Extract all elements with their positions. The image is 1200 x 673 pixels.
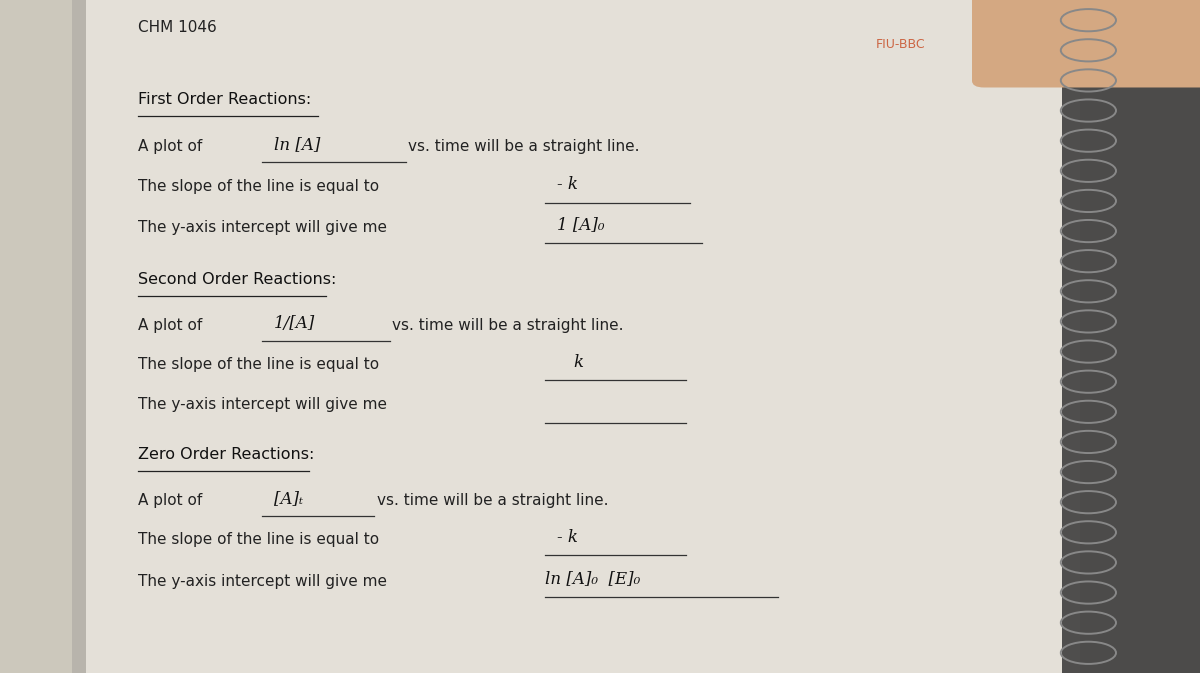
Text: - k: - k (557, 529, 578, 546)
Text: A plot of: A plot of (138, 493, 203, 507)
Text: [A]ₜ: [A]ₜ (274, 490, 302, 507)
Text: ln [A]₀  [E]₀: ln [A]₀ [E]₀ (545, 571, 640, 588)
Text: First Order Reactions:: First Order Reactions: (138, 92, 311, 107)
Text: The y-axis intercept will give me: The y-axis intercept will give me (138, 573, 386, 588)
Text: The slope of the line is equal to: The slope of the line is equal to (138, 532, 379, 546)
Text: - k: - k (557, 176, 578, 193)
Text: CHM 1046: CHM 1046 (138, 20, 217, 35)
Text: ln [A]: ln [A] (274, 136, 320, 153)
Text: vs. time will be a straight line.: vs. time will be a straight line. (392, 318, 624, 332)
Text: 1/[A]: 1/[A] (274, 315, 314, 332)
Bar (72, 0, 86, 673)
Text: vs. time will be a straight line.: vs. time will be a straight line. (377, 493, 608, 507)
Text: 1 [A]₀: 1 [A]₀ (557, 217, 605, 234)
Text: The slope of the line is equal to: The slope of the line is equal to (138, 179, 379, 194)
Bar (1062, 0, 1200, 673)
Text: vs. time will be a straight line.: vs. time will be a straight line. (408, 139, 640, 153)
Bar (72, 0, 1080, 673)
FancyBboxPatch shape (972, 0, 1200, 87)
Text: The y-axis intercept will give me: The y-axis intercept will give me (138, 397, 386, 412)
Text: k: k (574, 354, 583, 371)
Text: FIU-BBC: FIU-BBC (876, 38, 925, 51)
Text: Second Order Reactions:: Second Order Reactions: (138, 272, 336, 287)
Text: A plot of: A plot of (138, 139, 203, 153)
Text: The y-axis intercept will give me: The y-axis intercept will give me (138, 219, 386, 234)
Text: Zero Order Reactions:: Zero Order Reactions: (138, 447, 314, 462)
Text: A plot of: A plot of (138, 318, 203, 332)
Text: The slope of the line is equal to: The slope of the line is equal to (138, 357, 379, 371)
